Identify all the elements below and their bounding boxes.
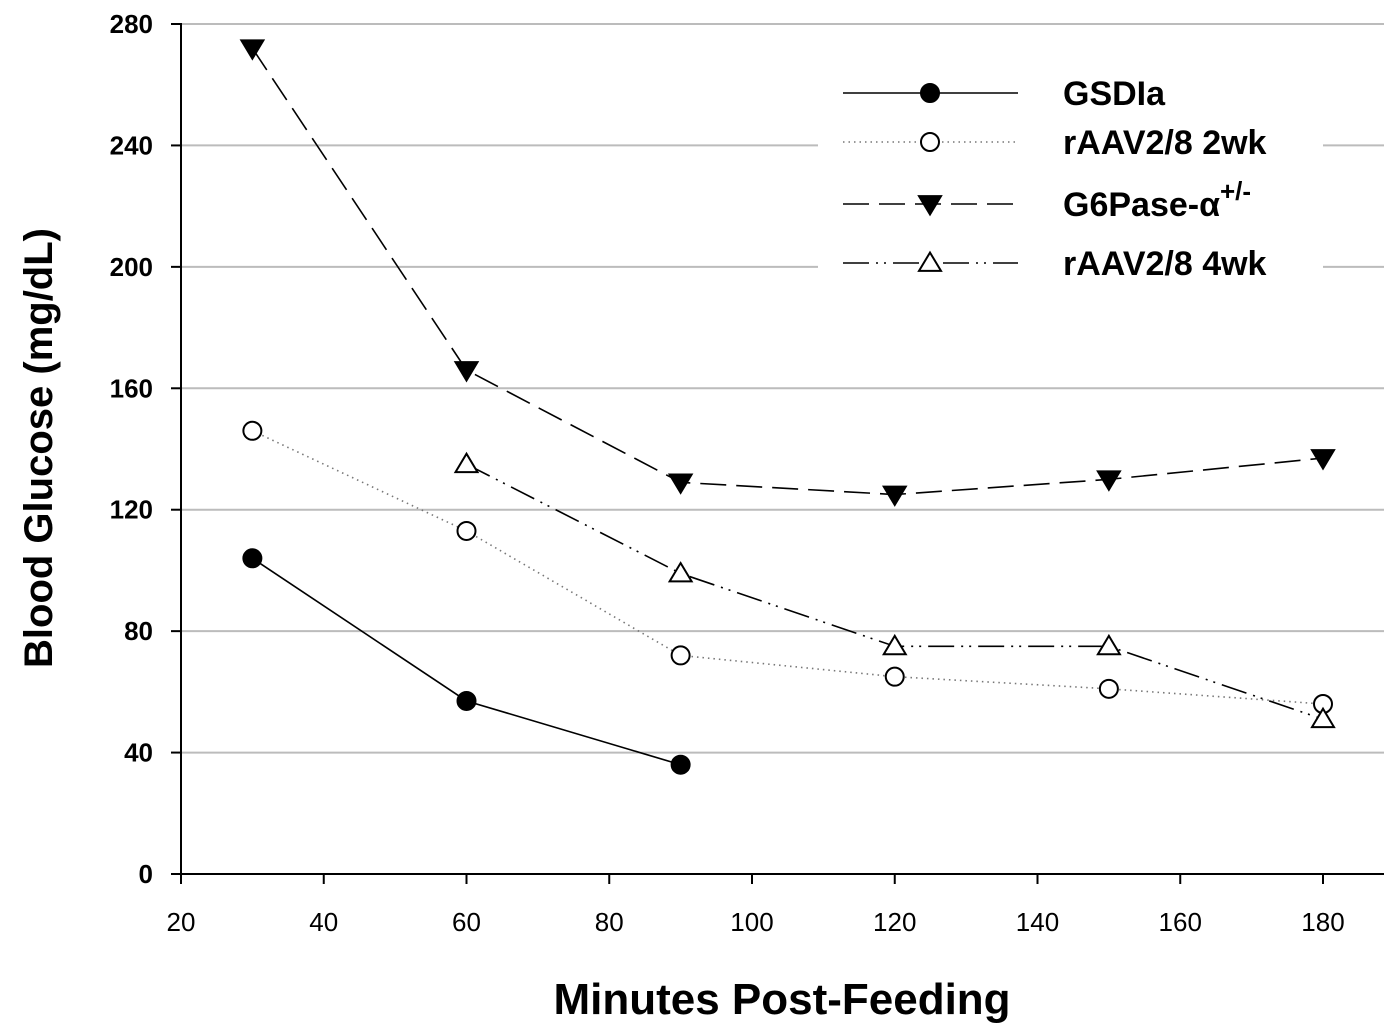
series-2 [239,39,1336,507]
legend-marker [917,195,943,217]
series-0 [242,548,691,775]
data-point [884,666,905,687]
series-line [251,47,1324,496]
data-point [881,485,908,507]
data-point [1310,706,1336,729]
y-axis-title: Blood Glucose (mg/dL) [17,228,61,668]
y-tick-label: 240 [110,130,153,160]
series-line [252,430,1324,705]
y-tick-label: 160 [110,373,153,403]
y-tick-label: 280 [110,9,153,39]
legend-entry: rAAV2/8 2wk [843,124,1267,162]
x-tick-label: 40 [309,907,338,937]
legend-entry: GSDIa [843,75,1166,113]
y-tick-label: 80 [124,616,153,646]
x-tick-label: 160 [1159,907,1202,937]
y-tick-label: 40 [124,738,153,768]
data-point [456,690,477,711]
series-1 [242,420,1333,714]
legend-label: rAAV2/8 2wk [1063,124,1267,162]
x-tick-label: 120 [873,907,916,937]
data-point [453,361,480,383]
y-tick-label: 120 [110,495,153,525]
series-3 [453,451,1336,729]
data-point [881,633,908,656]
x-tick-label: 100 [730,907,773,937]
legend-label-superscript: +/- [1220,176,1251,206]
x-tick-label: 140 [1016,907,1059,937]
data-point [456,520,477,541]
y-tick-label: 200 [110,252,153,282]
legend-entry: rAAV2/8 4wk [843,245,1267,283]
legend-marker [920,83,940,103]
data-point [670,754,691,775]
x-tick-label: 20 [167,907,196,937]
data-point [667,473,694,495]
data-point [667,561,694,583]
y-tick-label: 0 [139,859,153,889]
x-tick-label: 60 [452,907,481,937]
legend-label: GSDIa [1063,75,1166,113]
data-point [670,645,691,666]
x-axis-title: Minutes Post-Feeding [553,975,1010,1023]
data-point [239,39,266,61]
grid-lines [181,23,1384,754]
legend-marker [920,132,940,152]
data-point [1096,633,1122,656]
x-tick-label: 80 [595,907,624,937]
legend-background [818,60,1323,295]
data-point [1310,449,1336,471]
data-point [453,451,480,474]
data-point [242,420,263,441]
data-point [1098,678,1119,699]
legend-marker [917,250,943,272]
series-line [251,557,681,766]
legend-label: rAAV2/8 4wk [1063,245,1267,283]
plot-series [239,39,1336,775]
x-tick-label: 180 [1301,907,1344,937]
data-point [1096,470,1122,492]
data-point [242,548,263,569]
axes: 0 40 80 120 160 200 240 280 20 40 60 80 100 120 140 160… [110,9,1384,937]
